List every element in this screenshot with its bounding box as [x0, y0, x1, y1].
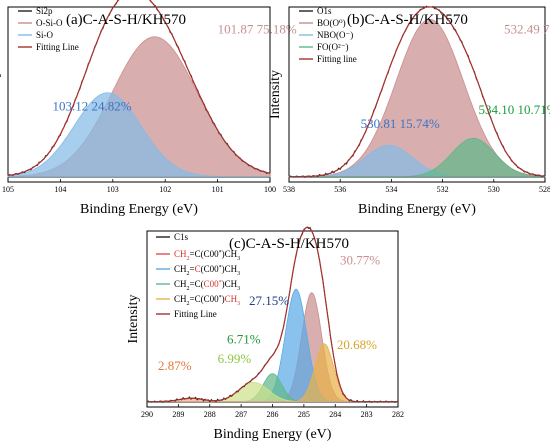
x-tick-label: 534: [385, 185, 397, 194]
legend-label: Fitting Line: [174, 309, 217, 319]
legend-label: CH2=C(C00*)CH3: [174, 279, 240, 292]
peak-annotation: 27.15%: [249, 293, 289, 308]
peak-annotation: 30.77%: [340, 252, 380, 267]
panel-title: (a)C-A-S-H/KH570: [66, 12, 186, 28]
x-tick-label: 530: [488, 185, 500, 194]
x-tick-label: 287: [235, 410, 247, 419]
peak-annotation: 20.68%: [337, 337, 377, 352]
x-tick-label: 282: [392, 410, 404, 419]
legend: C1s CH2=C(C00*)CH3 CH2=C(C00*)CH3 CH2=C(C00…: [156, 232, 240, 319]
chart-panel-1: 105 104 103 102 101 100 Binding Energy (eV) Int…: [0, 0, 297, 217]
peak-annotation: 534.10 10.71%: [478, 102, 550, 117]
plot-frame: [7, 6, 271, 183]
fit-peak-3: [288, 137, 546, 178]
legend-label: Fitting line: [317, 54, 357, 64]
peak-annotation: 6.99%: [218, 351, 252, 366]
x-tick-label: 100: [264, 185, 276, 194]
x-tick-label: 536: [334, 185, 346, 194]
x-tick-label: 286: [267, 410, 279, 419]
y-axis-label: Intensity: [0, 70, 2, 119]
chart-panel-3: 290 289 288 287 286 285 284 283 282 Binding Energ…: [126, 226, 404, 442]
peak-annotation: 103.12 24.82%: [53, 98, 132, 113]
x-tick-label: 105: [2, 185, 14, 194]
peak-annotation: 101.87 75.18%: [218, 21, 297, 36]
x-tick-label: 538: [283, 185, 295, 194]
x-tick-label: 290: [141, 410, 153, 419]
x-tick-label: 289: [172, 410, 184, 419]
legend-label: CH2=C(C00*)CH3: [174, 249, 240, 262]
chart-panel-2: 538 536 534 532 530 528 Binding Energy (eV) Int…: [268, 5, 550, 217]
legend: O1s BO(O⁰) NBO(O⁻) FO(O²⁻) Fitting line: [299, 6, 357, 64]
legend-label: O-Si-O: [36, 18, 63, 28]
legend-label: Si2p: [36, 6, 53, 16]
peak-annotation: 532.49 73.55%: [504, 21, 550, 36]
legend: Si2p O-Si-O Si-O Fitting Line: [18, 6, 79, 52]
peak-annotation: 6.71%: [227, 332, 261, 347]
x-tick-label: 532: [437, 185, 449, 194]
panel-title: (c)C-A-S-H/KH570: [229, 236, 349, 252]
legend-label: CH2=C(C00*)CH3: [174, 264, 240, 277]
x-tick-label: 283: [361, 410, 373, 419]
legend-label: FO(O²⁻): [317, 42, 348, 52]
x-tick-label: 101: [212, 185, 224, 194]
legend-label: Si-O: [36, 30, 54, 40]
plot-frame: [288, 6, 546, 183]
x-tick-label: 284: [329, 410, 341, 419]
x-tick-label: 102: [159, 185, 171, 194]
legend-label: O1s: [317, 6, 332, 16]
peak-annotation: 2.87%: [158, 358, 192, 373]
x-tick-label: 103: [107, 185, 119, 194]
legend-label: Fitting Line: [36, 42, 79, 52]
x-tick-label: 288: [204, 410, 216, 419]
x-axis-label: Binding Energy (eV): [358, 202, 476, 217]
fitting-line: [7, 0, 271, 176]
x-tick-label: 104: [54, 185, 66, 194]
y-axis-label: Intensity: [126, 295, 141, 344]
x-tick-label: 285: [298, 410, 310, 419]
fitting-line: [147, 226, 398, 403]
x-axis-label: Binding Energy (eV): [214, 427, 332, 442]
fit-peak-2: [7, 92, 271, 178]
peak-annotation: 530.81 15.74%: [361, 116, 440, 131]
legend-label: BO(O⁰): [317, 18, 346, 28]
legend-label: CH2=C(C00*)CH3: [174, 294, 240, 307]
legend-label: NBO(O⁻): [317, 30, 353, 40]
fitting-line: [289, 6, 546, 178]
legend-label: C1s: [174, 232, 189, 242]
y-axis-label: Intensity: [268, 70, 283, 119]
panel-title: (b)C-A-S-H/KH570: [347, 12, 468, 28]
x-tick-label: 528: [539, 185, 550, 194]
x-axis-label: Binding Energy (eV): [80, 202, 198, 217]
